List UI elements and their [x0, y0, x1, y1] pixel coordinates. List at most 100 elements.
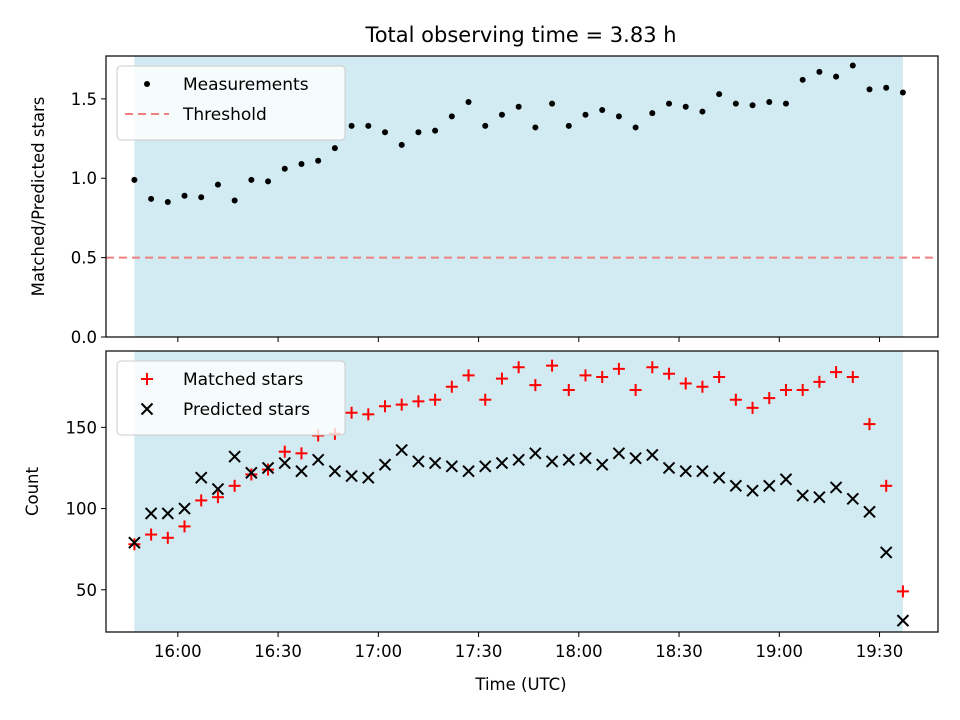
x-tick-label: 19:00 [756, 642, 804, 661]
data-point [699, 108, 706, 115]
data-point [612, 447, 626, 460]
legend-label: Predicted stars [183, 400, 310, 420]
data-point [749, 102, 756, 109]
data-point [248, 176, 255, 183]
x-tick-label: 17:30 [455, 642, 503, 661]
data-point [495, 372, 508, 385]
data-point [462, 369, 475, 382]
x-tick-label: 16:00 [154, 642, 202, 661]
data-point [649, 110, 656, 117]
data-point [195, 494, 208, 507]
data-point [532, 124, 539, 131]
data-point [231, 197, 238, 204]
data-point [579, 451, 592, 465]
data-point [846, 492, 860, 506]
data-point [565, 122, 572, 129]
data-point [849, 62, 856, 69]
data-point [896, 585, 909, 598]
data-point [732, 100, 739, 107]
data-point [846, 370, 859, 383]
data-point [779, 473, 793, 486]
data-point [696, 380, 709, 393]
data-point [428, 456, 442, 470]
data-point [763, 392, 776, 405]
data-point [816, 68, 823, 75]
data-point [331, 145, 338, 152]
data-point [713, 370, 726, 383]
data-point [662, 461, 676, 475]
data-point [799, 76, 806, 83]
data-point [779, 383, 792, 396]
data-point [529, 379, 542, 392]
x-tick-label: 16:30 [254, 642, 302, 661]
data-point [746, 401, 759, 414]
legend-box [116, 360, 346, 436]
legend-box [116, 65, 346, 141]
data-point [432, 127, 439, 134]
data-point [148, 195, 155, 202]
data-point [596, 370, 609, 383]
data-point [365, 122, 372, 129]
legend-label: Measurements [183, 75, 309, 95]
data-point [295, 464, 308, 478]
data-point [315, 157, 322, 164]
legend-label: Threshold [182, 105, 267, 125]
data-point [562, 383, 575, 396]
data-point [813, 490, 826, 504]
data-point [262, 463, 275, 476]
data-point [311, 453, 325, 467]
data-point [131, 176, 138, 183]
data-point [666, 100, 673, 107]
data-point [546, 359, 559, 372]
axes-frame [105, 350, 939, 633]
data-point [545, 455, 559, 468]
data-point [682, 103, 689, 110]
legend: Measurements Threshold [116, 65, 346, 141]
data-point [265, 178, 272, 185]
data-point [663, 367, 676, 380]
data-point [398, 141, 405, 148]
data-point [612, 362, 625, 375]
legend-marker [144, 81, 150, 87]
legend: Matched stars Predicted stars [116, 360, 346, 436]
data-point [579, 369, 592, 382]
data-point [896, 614, 910, 627]
data-point [448, 113, 455, 120]
data-point [696, 464, 709, 478]
data-point [198, 194, 205, 201]
data-point [462, 464, 475, 478]
data-point [164, 199, 171, 206]
data-point [245, 468, 258, 481]
x-tick-label: 19:30 [856, 642, 904, 661]
y-tick-label: 1.0 [71, 169, 97, 188]
legend-label: Matched stars [183, 370, 303, 390]
legend-marker [140, 402, 154, 416]
data-point [211, 482, 225, 496]
ratio-panel: 0.0 0.5 1.0 1.5 Matched/Predicted stars Measu… [29, 55, 939, 347]
data-point [899, 89, 906, 96]
data-point [629, 383, 642, 396]
data-point [412, 395, 425, 408]
data-point [345, 406, 358, 419]
data-point [763, 479, 776, 493]
data-point [495, 456, 509, 470]
data-point [298, 160, 305, 167]
x-axis-label: Time (UTC) [474, 675, 566, 694]
data-point [415, 129, 422, 136]
data-point [214, 181, 221, 188]
data-point [729, 479, 743, 493]
data-point [228, 479, 241, 492]
data-point [178, 502, 191, 515]
data-point [465, 99, 472, 106]
data-point [195, 471, 208, 484]
data-point [479, 460, 492, 473]
data-point [782, 100, 789, 107]
data-point [348, 122, 355, 129]
y-axis-label: Count [23, 466, 42, 516]
data-point [362, 471, 375, 484]
data-point [766, 99, 773, 106]
y-tick-label: 0.0 [71, 328, 97, 347]
data-point [228, 450, 241, 463]
data-point [595, 458, 609, 471]
data-point [161, 507, 175, 520]
